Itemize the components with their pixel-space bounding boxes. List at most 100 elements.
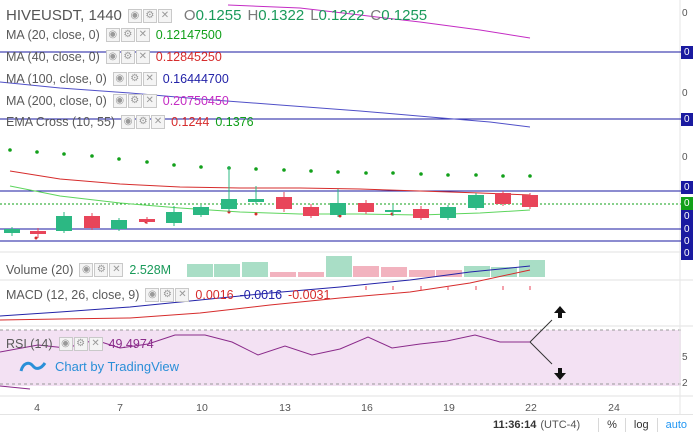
legend-macd[interactable]: MACD (12, 26, close, 9) ◉ ⚙ ✕ 0.0016 -0.00…: [6, 288, 330, 302]
price-tag-2: 0: [681, 113, 693, 126]
close-icon[interactable]: ✕: [142, 72, 157, 86]
timezone-button[interactable]: (UTC-4): [540, 419, 581, 431]
ema-dot: [199, 165, 203, 169]
close-icon[interactable]: ✕: [157, 8, 172, 23]
legend-ma20-icons: ◉ ⚙ ✕: [105, 28, 150, 42]
close-icon[interactable]: ✕: [88, 337, 103, 351]
arrow-down-icon[interactable]: [553, 367, 567, 381]
tradingview-branding-text: Chart by TradingView: [55, 358, 180, 374]
gear-icon[interactable]: ⚙: [120, 50, 135, 64]
close-icon[interactable]: ✕: [135, 50, 150, 64]
price-axis-number-5: 2: [682, 378, 688, 389]
volume-bar: [214, 264, 240, 277]
legend-macd-value-3: -0.0031: [288, 288, 331, 302]
price-axis-number-4: 5: [682, 352, 688, 363]
clock-time: 11:36:14: [492, 419, 537, 431]
eye-icon[interactable]: ◉: [58, 337, 73, 351]
close-icon[interactable]: ✕: [151, 115, 166, 129]
tradingview-branding[interactable]: Chart by TradingView: [19, 357, 179, 375]
price-tag-5: 0: [681, 223, 693, 236]
tradingview-logo-icon: [19, 361, 47, 372]
percent-scale-button[interactable]: %: [607, 419, 617, 431]
legend-ma100[interactable]: MA (100, close, 0) ◉ ⚙ ✕ 0.16444700: [6, 72, 229, 86]
gear-icon[interactable]: ⚙: [127, 94, 142, 108]
ema-dot: [338, 214, 342, 218]
gear-icon[interactable]: ⚙: [127, 72, 142, 86]
eye-icon[interactable]: ◉: [79, 263, 94, 277]
candle-body: [276, 197, 292, 209]
price-tag-1: 0: [681, 46, 693, 59]
ema-dot: [172, 163, 176, 167]
legend-rsi-label: RSI (14): [6, 337, 53, 351]
x-axis-label: 7: [117, 402, 123, 414]
legend-rsi[interactable]: RSI (14) ◉ ⚙ ✕ 49.4974: [6, 337, 154, 351]
auto-scale-button[interactable]: auto: [665, 419, 687, 431]
arrow-up-icon[interactable]: [553, 305, 567, 319]
eye-icon[interactable]: ◉: [112, 72, 127, 86]
legend-volume-value: 2.528M: [129, 263, 172, 277]
eye-icon[interactable]: ◉: [112, 94, 127, 108]
gear-icon[interactable]: ⚙: [160, 288, 175, 302]
ma100-line: [0, 81, 531, 128]
close-icon[interactable]: ✕: [142, 94, 157, 108]
ema-dot: [34, 236, 38, 240]
eye-icon[interactable]: ◉: [145, 288, 160, 302]
candle-body: [303, 207, 319, 216]
close-icon[interactable]: ✕: [175, 288, 190, 302]
ema-dot: [62, 152, 66, 156]
legend-ma100-label: MA (100, close, 0): [6, 72, 107, 86]
volume-bar: [491, 267, 517, 277]
x-axis-label: 10: [196, 402, 208, 414]
legend-volume-icons: ◉ ⚙ ✕: [79, 263, 124, 277]
gear-icon[interactable]: ⚙: [136, 115, 151, 129]
legend-volume[interactable]: Volume (20) ◉ ⚙ ✕ 2.528M: [6, 263, 171, 277]
ema-dot: [474, 173, 478, 177]
eye-icon[interactable]: ◉: [121, 115, 136, 129]
gear-icon[interactable]: ⚙: [120, 28, 135, 42]
gear-icon[interactable]: ⚙: [94, 263, 109, 277]
ohlc-open-key: O: [183, 7, 196, 24]
legend-ma40[interactable]: MA (40, close, 0) ◉ ⚙ ✕ 0.12845250: [6, 50, 222, 64]
close-icon[interactable]: ✕: [109, 263, 124, 277]
volume-bar: [436, 270, 462, 277]
eye-icon[interactable]: ◉: [105, 28, 120, 42]
legend-ma20[interactable]: MA (20, close, 0) ◉ ⚙ ✕ 0.12147500: [6, 28, 222, 42]
candle-body: [111, 220, 127, 229]
rsi-band: [0, 330, 681, 386]
price-tag-7: 0: [681, 247, 693, 260]
divider: [656, 418, 658, 432]
ohlc-low-value: 0.1222: [318, 7, 365, 24]
candle-body: [440, 207, 456, 218]
ema-dot: [35, 150, 39, 154]
candle-body: [495, 193, 511, 204]
legend-ma40-label: MA (40, close, 0): [6, 50, 100, 64]
gear-icon[interactable]: ⚙: [142, 8, 157, 23]
ema-dot: [254, 167, 258, 171]
ema-dot: [90, 154, 94, 158]
log-scale-button[interactable]: log: [633, 419, 649, 431]
legend-ma20-value: 0.12147500: [155, 28, 222, 42]
price-tag-6: 0: [681, 235, 693, 248]
ema-dot: [528, 174, 532, 178]
ema-dot: [254, 212, 258, 216]
gear-icon[interactable]: ⚙: [73, 337, 88, 351]
candle-body: [413, 209, 429, 218]
ma200-line: [227, 4, 531, 39]
legend-ma200[interactable]: MA (200, close, 0) ◉ ⚙ ✕ 0.20750450: [6, 94, 229, 108]
legend-macd-value-1: 0.0016: [195, 288, 234, 302]
legend-ema-cross[interactable]: EMA Cross (10, 55) ◉ ⚙ ✕ 0.1244 0.1376: [6, 115, 254, 129]
ema-dot: [364, 171, 368, 175]
legend-ma200-value: 0.20750450: [162, 94, 229, 108]
x-axis-label: 22: [525, 402, 537, 414]
legend-rsi-value: 49.4974: [108, 337, 154, 351]
close-icon[interactable]: ✕: [135, 28, 150, 42]
ohlc-close-key: C: [370, 7, 382, 24]
price-axis-number-2: 0: [682, 88, 688, 99]
volume-bar: [242, 262, 268, 277]
candle-body: [522, 195, 538, 207]
candle-body: [139, 219, 155, 222]
eye-icon[interactable]: ◉: [127, 8, 142, 23]
eye-icon[interactable]: ◉: [105, 50, 120, 64]
